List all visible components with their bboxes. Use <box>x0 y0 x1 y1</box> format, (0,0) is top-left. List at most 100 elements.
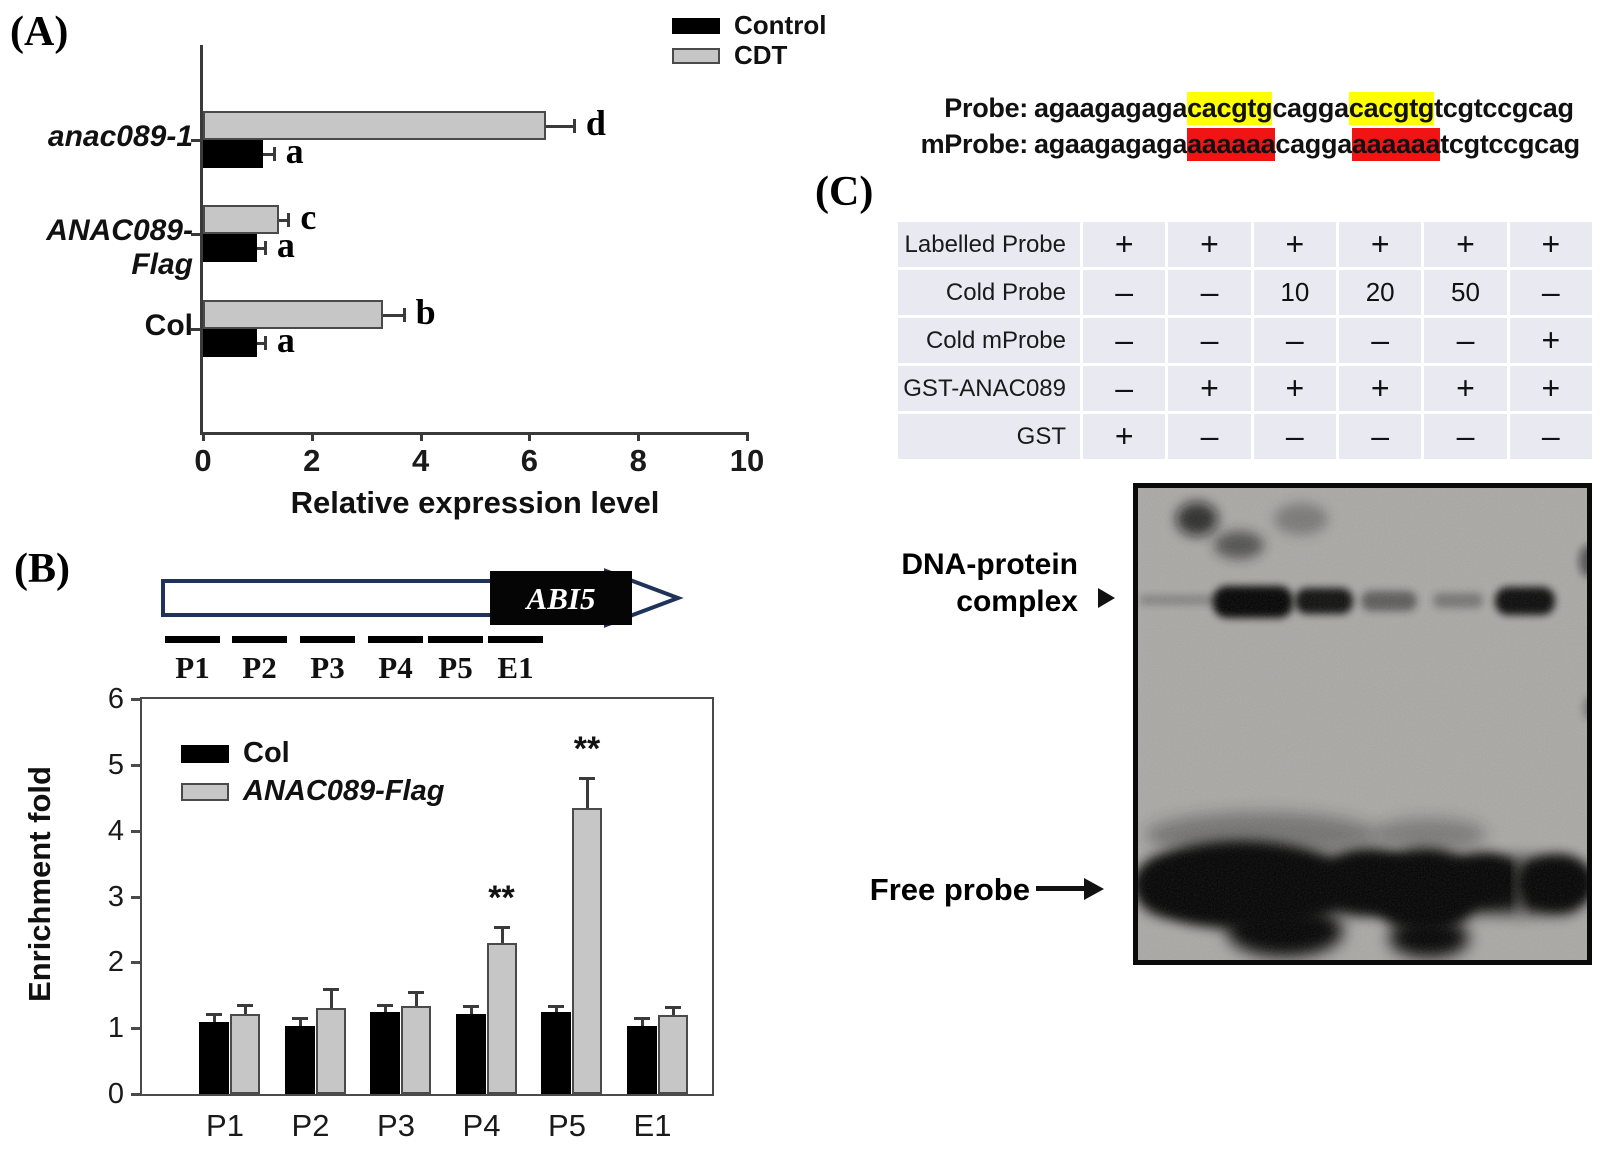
table-cell: 50 <box>1424 270 1507 315</box>
significance-stars: ** <box>573 730 601 769</box>
axis-tick-label: 6 <box>107 683 124 716</box>
legend-swatch-control <box>672 17 720 34</box>
significance-stars: ** <box>488 879 515 918</box>
table-cell: 10 <box>1253 270 1336 315</box>
sequence-segment-highlight-yellow: cacgtg <box>1348 92 1435 125</box>
axis-tick-label: 4 <box>411 443 430 478</box>
table-cell: + <box>1339 222 1422 267</box>
legend-label-control: Control <box>734 10 827 40</box>
table-row-label: Cold Probe <box>898 270 1080 315</box>
sequence-label: mProbe: <box>920 129 1029 159</box>
axis-tick-label: 2 <box>107 946 124 979</box>
bar-cdt-Col <box>203 300 383 329</box>
table-cell: + <box>1083 414 1166 459</box>
sequence-segment-highlight-red: aaaaaa <box>1187 128 1276 161</box>
category-label-P4: P4 <box>462 1108 501 1143</box>
table-cell: + <box>1509 318 1592 363</box>
axis-tick-label: 0 <box>194 443 212 478</box>
axis-tick <box>191 139 200 142</box>
free-probe-arrowhead-icon <box>1084 878 1104 900</box>
table-cell: + <box>1509 366 1592 411</box>
probe-site-label-P5: P5 <box>438 650 473 685</box>
error-bar-cap <box>291 1017 308 1021</box>
axis-tick <box>191 233 200 236</box>
panel-c-tag: (C) <box>815 169 874 215</box>
error-bar <box>555 1006 558 1012</box>
axis-tick-label: 5 <box>107 748 124 781</box>
error-bar <box>262 153 273 156</box>
table-cell: – <box>1168 318 1251 363</box>
category-label-ANAC089-Flag: ANAC089-Flag <box>46 214 193 281</box>
panel-b-tag: (B) <box>14 546 70 592</box>
bar-Col-P5 <box>541 1011 571 1094</box>
bar-ANAC089-Flag-P2 <box>315 1008 346 1094</box>
error-bar <box>213 1013 216 1022</box>
expression-bar-chart: 0 2 4 6 8 10 d a anac089-1 c a ANAC089-Flag b a Col <box>46 45 764 478</box>
probe-site-label-E1: E1 <box>497 650 534 685</box>
axis-tick-label: 4 <box>107 814 124 847</box>
bar-ANAC089-Flag-E1 <box>657 1015 688 1094</box>
category-label-P2: P2 <box>291 1108 330 1143</box>
probe-sequence-row: Probe: agaagagaga cacgtg cagga cacgtg tcgtccg… <box>870 92 1574 128</box>
error-bar-cap <box>377 1004 393 1008</box>
axis-tick-label: 3 <box>107 880 124 913</box>
error-bar-cap <box>462 1004 479 1008</box>
error-bar <box>329 988 333 1009</box>
significance-letter: a <box>276 320 295 360</box>
axis-tick-label: 6 <box>520 443 539 478</box>
probe-site-dash-P4 <box>368 636 423 643</box>
table-cell: – <box>1083 270 1166 315</box>
significance-letter: c <box>300 196 317 237</box>
bar-cdt-anac089-1 <box>203 111 546 140</box>
table-cell: – <box>1253 414 1336 459</box>
legend-label-col: Col <box>243 737 290 769</box>
axis-tick-label: 8 <box>629 443 647 478</box>
legend-a-control: Control <box>672 10 826 41</box>
legend-label-flag: ANAC089-Flag <box>243 775 445 807</box>
error-bar <box>586 778 589 808</box>
bar-Col-P4 <box>455 1013 486 1094</box>
error-bar <box>244 1005 247 1014</box>
significance-letter: b <box>415 291 436 332</box>
axis-tick <box>528 432 532 441</box>
bar-cdt-ANAC089-Flag <box>203 205 280 234</box>
sequence-segment: agaagagaga <box>1034 93 1188 123</box>
table-cell: + <box>1424 366 1507 411</box>
table-cell: – <box>1339 414 1422 459</box>
error-bar-cap <box>206 1012 222 1016</box>
error-bar <box>279 218 288 222</box>
table-row-label: Labelled Probe <box>898 222 1080 267</box>
error-bar-cap <box>572 118 576 133</box>
axis-tick <box>419 432 423 441</box>
table-cell: + <box>1339 366 1422 411</box>
sequence-label: Probe: <box>944 93 1028 123</box>
table-cell: – <box>1509 270 1592 315</box>
table-cell: – <box>1168 414 1251 459</box>
error-bar-cap <box>263 241 267 255</box>
table-cell: – <box>1168 270 1251 315</box>
significance-letter: a <box>285 131 304 171</box>
bar-control-ANAC089-Flag <box>203 234 258 262</box>
probe-site-label-P4: P4 <box>378 650 413 685</box>
x-axis-line <box>200 432 749 435</box>
probe-site-dash-E1 <box>488 636 543 643</box>
table-cell: + <box>1253 222 1336 267</box>
error-bar-cap <box>287 212 291 227</box>
sequence-segment: cagga <box>1275 129 1352 159</box>
table-row-label: Cold mProbe <box>898 318 1080 363</box>
error-bar-cap <box>664 1006 681 1010</box>
table-cell: + <box>1424 222 1507 267</box>
error-bar <box>671 1007 675 1015</box>
axis-tick <box>131 698 140 702</box>
legend-swatch-cdt <box>672 47 720 64</box>
bar-Col-E1 <box>626 1026 657 1094</box>
mprobe-sequence-row: mProbe: agaagagaga aaaaaa cagga aaaaaa tcgtcc… <box>870 128 1580 164</box>
axis-tick <box>310 432 314 441</box>
free-probe-label: Free probe <box>869 872 1030 907</box>
bar-ANAC089-Flag-P4 <box>486 942 517 1094</box>
table-cell: – <box>1253 318 1336 363</box>
category-label-anac089-1: anac089-1 <box>47 120 193 153</box>
table-cell: – <box>1424 318 1507 363</box>
legend-label-cdt: CDT <box>734 40 788 70</box>
